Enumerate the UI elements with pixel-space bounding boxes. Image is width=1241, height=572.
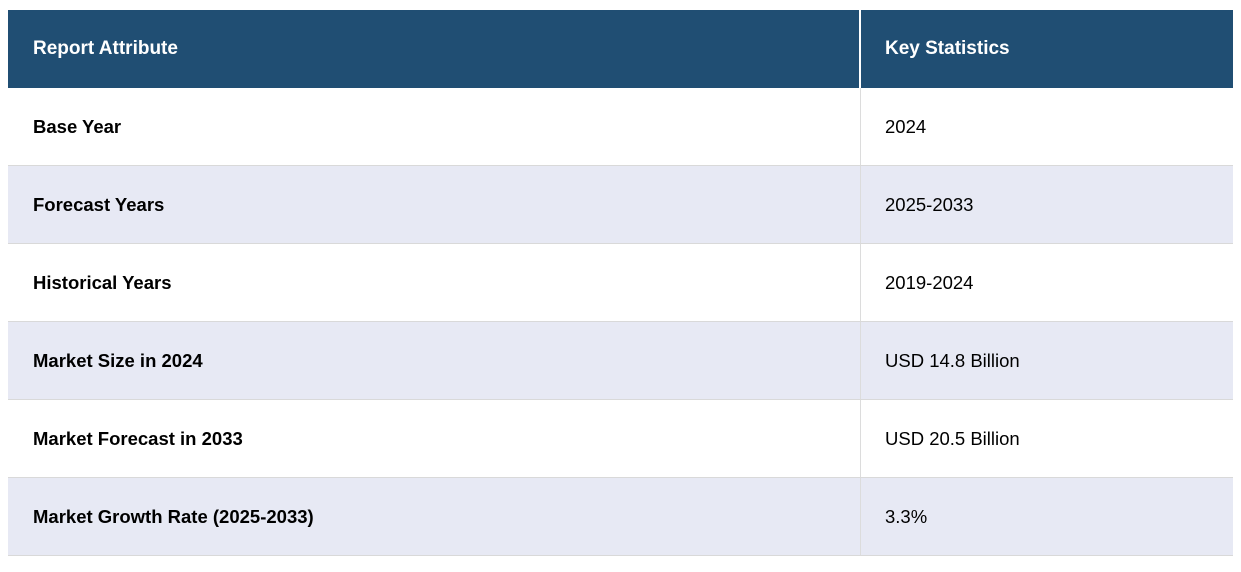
table-row: Market Growth Rate (2025-2033) 3.3%: [8, 478, 1233, 556]
attribute-cell: Forecast Years: [8, 166, 861, 243]
value-cell: 3.3%: [885, 505, 928, 527]
attribute-cell: Market Size in 2024: [8, 322, 861, 399]
attribute-cell: Market Forecast in 2033: [8, 400, 861, 477]
value-cell: 2019-2024: [885, 271, 974, 293]
value-cell: USD 20.5 Billion: [885, 427, 1020, 449]
table-row: Market Forecast in 2033 USD 20.5 Billion: [8, 400, 1233, 478]
table-row: Base Year 2024: [8, 88, 1233, 166]
table-body: Base Year 2024 Forecast Years 2025-2033 …: [8, 88, 1233, 556]
value-cell: 2024: [885, 115, 927, 137]
header-key-statistics: Key Statistics: [885, 38, 1010, 59]
table-row: Historical Years 2019-2024: [8, 244, 1233, 322]
attribute-cell: Base Year: [8, 88, 861, 165]
table-header-row: Report Attribute Key Statistics: [8, 10, 1233, 88]
attribute-cell: Market Growth Rate (2025-2033): [8, 478, 861, 555]
report-statistics-table: Report Attribute Key Statistics Base Yea…: [8, 10, 1233, 556]
attribute-cell: Historical Years: [8, 244, 861, 321]
header-report-attribute: Report Attribute: [8, 10, 861, 88]
table-row: Market Size in 2024 USD 14.8 Billion: [8, 322, 1233, 400]
value-cell: USD 14.8 Billion: [885, 349, 1020, 371]
table-row: Forecast Years 2025-2033: [8, 166, 1233, 244]
value-cell: 2025-2033: [885, 193, 974, 215]
